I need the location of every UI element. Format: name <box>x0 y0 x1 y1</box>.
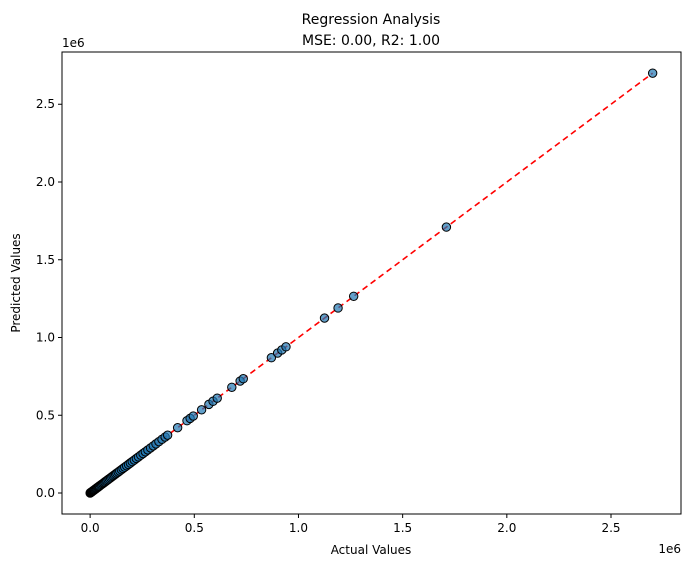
scatter-point <box>281 342 291 352</box>
scatter-point <box>188 411 198 421</box>
y-tick-label: 0.0 <box>36 486 55 500</box>
reference-line <box>89 72 654 494</box>
scatter-point <box>441 222 452 232</box>
scatter-point <box>162 430 173 440</box>
x-offset-label: 1e6 <box>658 542 681 556</box>
y-tick-label: 1.5 <box>36 253 55 267</box>
x-tick-label: 1.5 <box>393 521 412 535</box>
x-tick-label: 0.5 <box>185 521 204 535</box>
scatter-points <box>85 68 658 498</box>
x-axis-ticks: 0.0 0.5 1.0 1.5 2.0 2.5 <box>81 514 621 535</box>
x-axis-label: Actual Values <box>331 543 412 557</box>
y-axis-label: Predicted Values <box>9 233 23 332</box>
scatter-point <box>266 353 277 363</box>
chart-title-line2: MSE: 0.00, R2: 1.00 <box>302 33 440 49</box>
scatter-point <box>227 382 237 392</box>
y-axis-ticks: 0.0 0.5 1.0 1.5 2.0 2.5 <box>36 97 62 500</box>
scatter-point <box>333 303 343 313</box>
scatter-point <box>238 374 248 384</box>
y-tick-label: 0.5 <box>36 408 55 422</box>
plot-frame <box>61 51 682 515</box>
scatter-point <box>196 405 207 415</box>
x-tick-label: 0.0 <box>81 521 100 535</box>
scatter-point <box>348 291 359 301</box>
scatter-point <box>172 422 183 433</box>
scatter-point <box>212 393 222 403</box>
x-tick-label: 2.0 <box>497 521 516 535</box>
chart-title-line1: Regression Analysis <box>302 12 441 28</box>
y-tick-label: 1.0 <box>36 331 55 345</box>
y-tick-label: 2.0 <box>36 175 55 189</box>
y-offset-label: 1e6 <box>62 36 85 50</box>
x-tick-label: 2.5 <box>601 521 620 535</box>
y-tick-label: 2.5 <box>36 97 55 111</box>
scatter-point <box>319 313 330 323</box>
x-tick-label: 1.0 <box>289 521 308 535</box>
scatter-point <box>647 68 658 78</box>
